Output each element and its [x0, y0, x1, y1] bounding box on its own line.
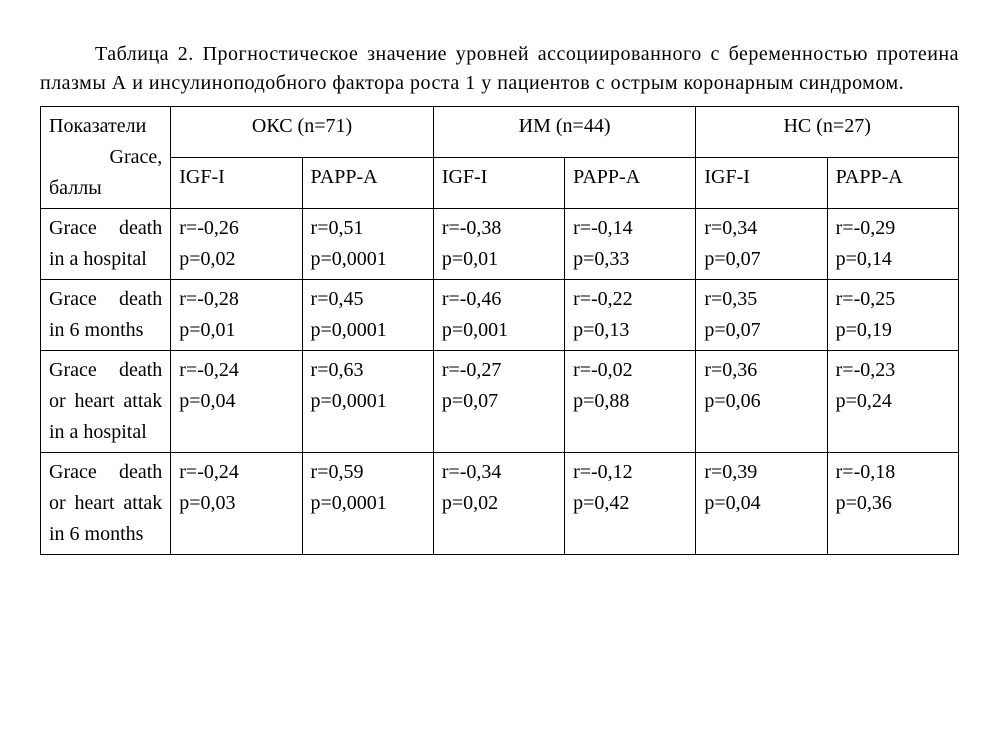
cell: r=0,63 p=0,0001 — [302, 351, 433, 453]
row-label: Grace death or heart attak in a hospital — [41, 351, 171, 453]
header-indicators: Показатели Grace, баллы — [41, 107, 171, 209]
header-sub-4: IGF-I — [696, 158, 827, 209]
table-row: Grace death or heart attak in a hospital… — [41, 351, 959, 453]
table-row: Grace death or heart attak in 6 months r… — [41, 453, 959, 555]
header-sub-2: IGF-I — [433, 158, 564, 209]
header-sub-3: PAPP-A — [565, 158, 696, 209]
cell: r=0,45 p=0,0001 — [302, 280, 433, 351]
header-row-subcols: IGF-I PAPP-A IGF-I PAPP-A IGF-I PAPP-A — [41, 158, 959, 209]
table-caption: Таблица 2. Прогностическое значение уров… — [40, 40, 959, 98]
cell: r=0,51 p=0,0001 — [302, 209, 433, 280]
cell: r=0,34 p=0,07 — [696, 209, 827, 280]
cell: r=-0,46 p=0,001 — [433, 280, 564, 351]
cell: r=-0,34 p=0,02 — [433, 453, 564, 555]
header-line3: баллы — [49, 173, 162, 204]
table-row: Grace death in a hospital r=-0,26 p=0,02… — [41, 209, 959, 280]
cell: r=-0,26 p=0,02 — [171, 209, 302, 280]
header-sub-1: PAPP-A — [302, 158, 433, 209]
cell: r=0,35 p=0,07 — [696, 280, 827, 351]
cell: r=-0,28 p=0,01 — [171, 280, 302, 351]
row-label: Grace death in 6 months — [41, 280, 171, 351]
table-row: Grace death in 6 months r=-0,28 p=0,01 r… — [41, 280, 959, 351]
header-row-groups: Показатели Grace, баллы ОКС (n=71) ИМ (n… — [41, 107, 959, 158]
row-label: Grace death or heart attak in 6 months — [41, 453, 171, 555]
table-body: Grace death in a hospital r=-0,26 p=0,02… — [41, 209, 959, 555]
cell: r=0,59 p=0,0001 — [302, 453, 433, 555]
cell: r=-0,24 p=0,03 — [171, 453, 302, 555]
header-group-im: ИМ (n=44) — [433, 107, 696, 158]
cell: r=-0,25 p=0,19 — [827, 280, 958, 351]
table-head: Показатели Grace, баллы ОКС (n=71) ИМ (n… — [41, 107, 959, 209]
data-table: Показатели Grace, баллы ОКС (n=71) ИМ (n… — [40, 106, 959, 555]
header-line2: Grace, — [49, 142, 162, 173]
header-sub-5: PAPP-A — [827, 158, 958, 209]
cell: r=-0,27 p=0,07 — [433, 351, 564, 453]
header-sub-0: IGF-I — [171, 158, 302, 209]
cell: r=-0,29 p=0,14 — [827, 209, 958, 280]
header-group-ns: НС (n=27) — [696, 107, 959, 158]
cell: r=-0,18 p=0,36 — [827, 453, 958, 555]
header-line1: Показатели — [49, 111, 162, 142]
header-group-oks: ОКС (n=71) — [171, 107, 434, 158]
cell: r=0,36 p=0,06 — [696, 351, 827, 453]
cell: r=-0,24 p=0,04 — [171, 351, 302, 453]
cell: r=-0,12 p=0,42 — [565, 453, 696, 555]
cell: r=-0,22 p=0,13 — [565, 280, 696, 351]
cell: r=-0,23 p=0,24 — [827, 351, 958, 453]
cell: r=-0,02 p=0,88 — [565, 351, 696, 453]
row-label: Grace death in a hospital — [41, 209, 171, 280]
cell: r=0,39 p=0,04 — [696, 453, 827, 555]
cell: r=-0,38 p=0,01 — [433, 209, 564, 280]
cell: r=-0,14 p=0,33 — [565, 209, 696, 280]
